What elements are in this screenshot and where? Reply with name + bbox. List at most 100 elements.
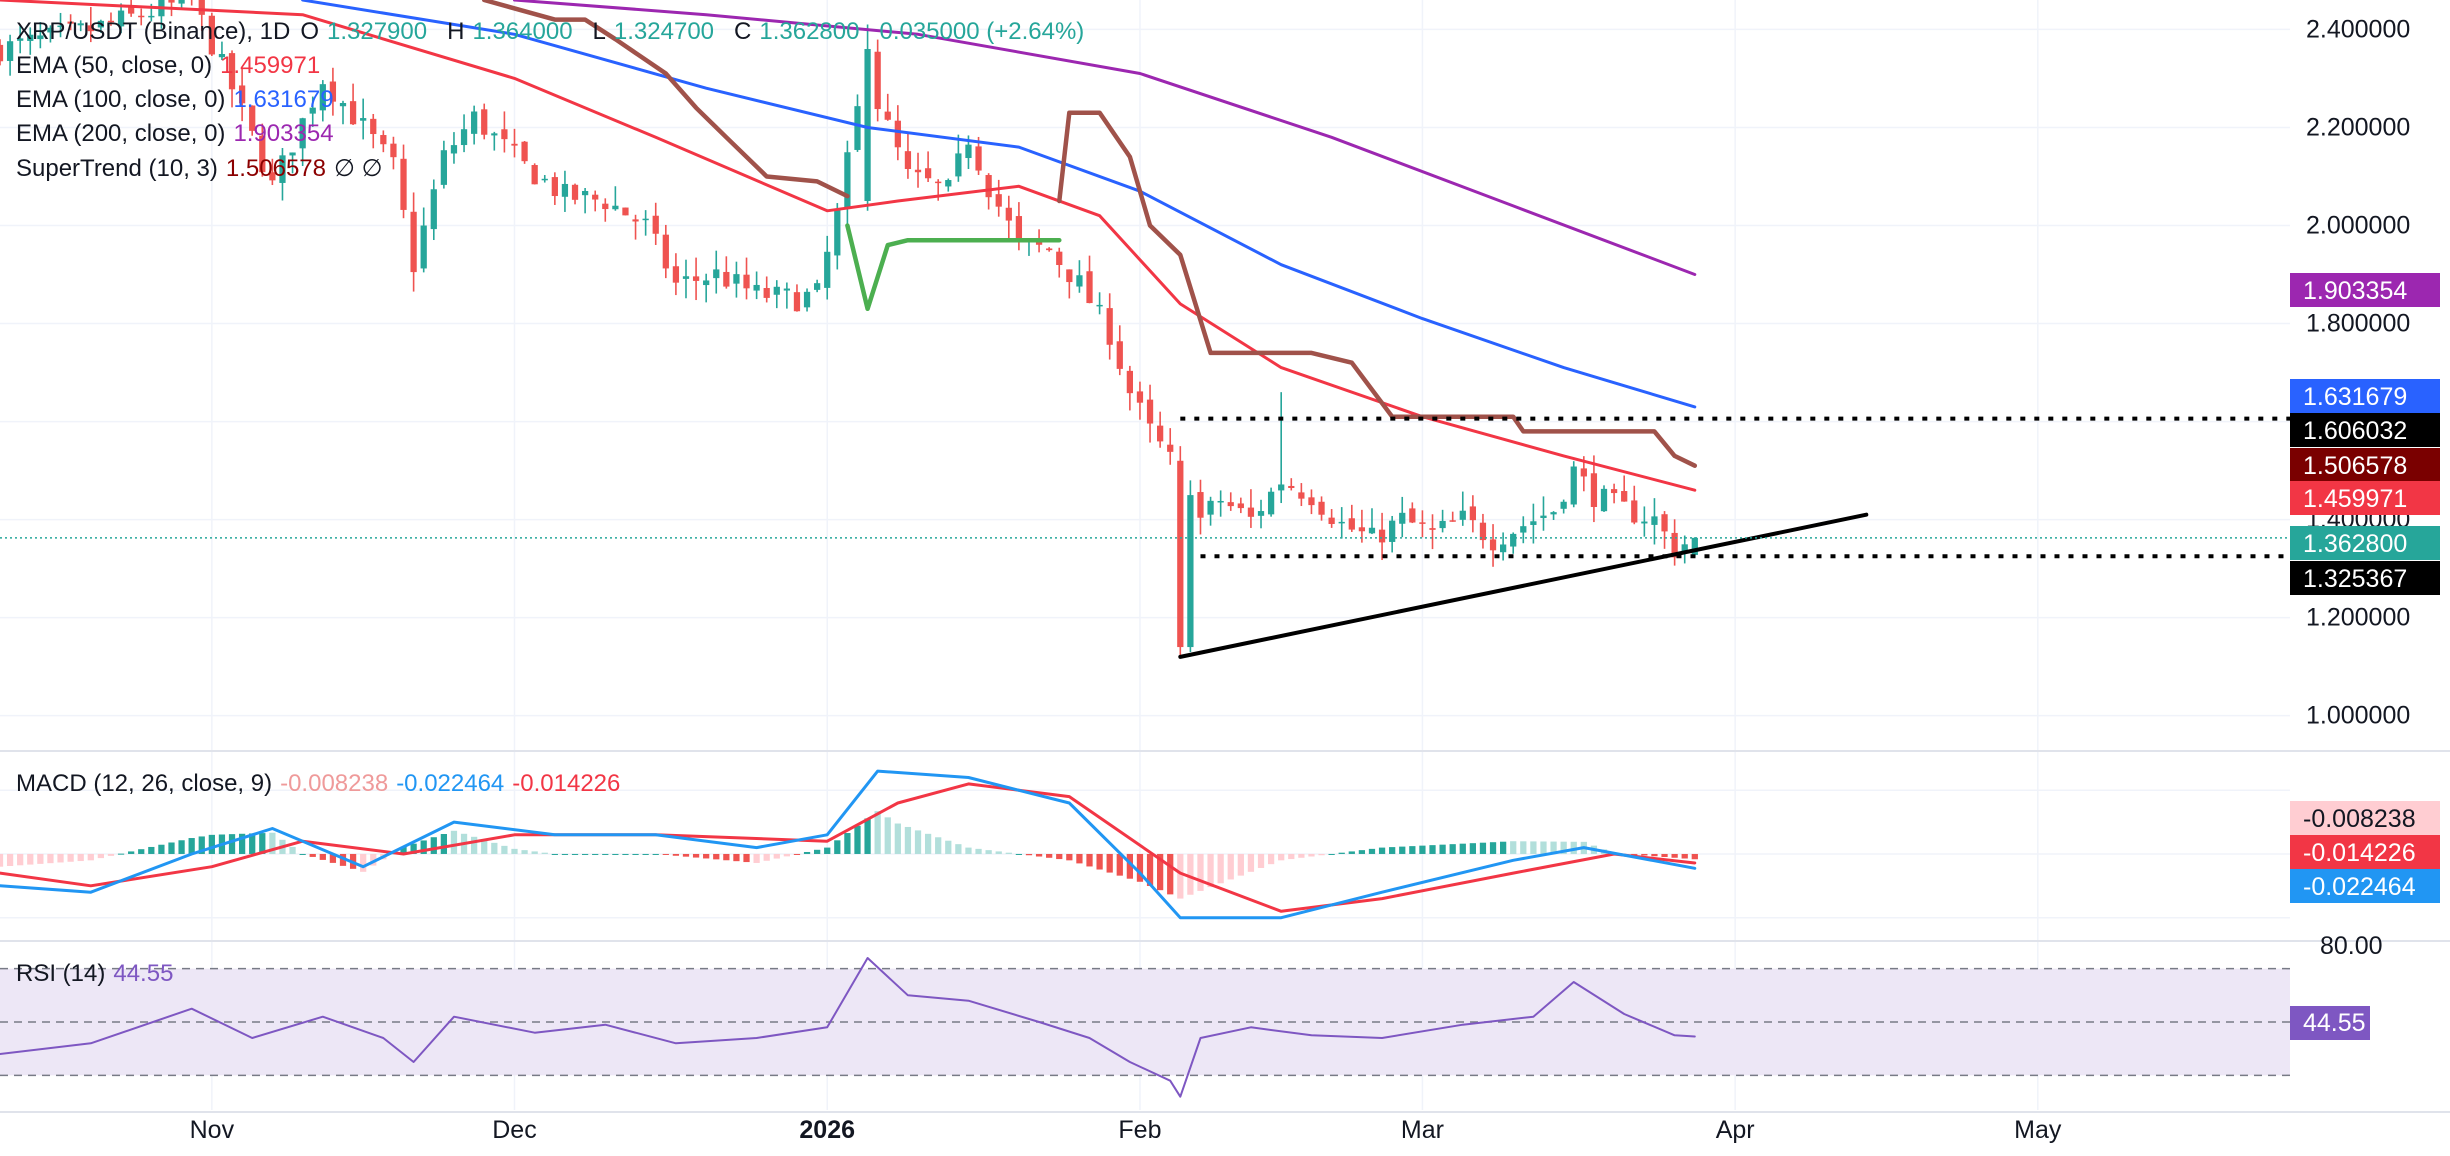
macd-histogram-bar: [188, 838, 195, 854]
macd-histogram-bar: [107, 853, 115, 856]
candle-body: [1469, 506, 1476, 521]
candle-body: [370, 118, 377, 135]
candle-body: [178, 0, 185, 4]
candle-body: [400, 158, 407, 210]
macd-histogram-bar: [763, 853, 770, 861]
macd-histogram-bar: [884, 817, 891, 854]
candle-body: [0, 44, 4, 62]
candle-body: [491, 133, 498, 136]
macd-histogram-bar: [1298, 853, 1305, 858]
candle-body: [17, 38, 24, 41]
macd-histogram-bar: [1691, 853, 1698, 860]
macd-histogram-bar: [652, 853, 659, 855]
candle-body: [97, 20, 105, 28]
macd-legend[interactable]: MACD (12, 26, close, 9) -0.008238 -0.02246…: [16, 770, 628, 798]
price-label-level2: [2290, 561, 2440, 595]
macd-histogram-bar: [319, 853, 326, 860]
macd-histogram-bar: [864, 818, 871, 854]
macd-histogram-bar: [1177, 853, 1184, 899]
ema50-legend[interactable]: EMA (50, close, 0) 1.459971: [16, 52, 328, 80]
macd-signal-value: -0.014226: [512, 770, 621, 797]
macd-histogram-bar: [228, 834, 236, 854]
macd-histogram-bar: [47, 853, 54, 864]
supertrend-legend[interactable]: SuperTrend (10, 3) 1.506578 ∅ ∅: [16, 154, 390, 183]
macd-histogram-bar: [27, 853, 34, 865]
ema200-label: EMA (200, close, 0): [16, 120, 226, 147]
price-label-text: 1.506578: [2303, 452, 2407, 480]
macd-histogram-bar: [269, 832, 276, 854]
candle-body: [1086, 271, 1093, 304]
rsi-value-label-text: 44.55: [2303, 1009, 2366, 1037]
candle-body: [1621, 491, 1628, 502]
candle-body: [531, 165, 538, 185]
ema100-label: EMA (100, close, 0): [16, 86, 226, 113]
candle-body: [924, 168, 932, 179]
macd-histogram-bar: [773, 853, 780, 859]
macd-line: [0, 769, 1697, 920]
candle-body: [128, 6, 135, 14]
candle-body: [884, 111, 891, 120]
candle-body: [1187, 495, 1194, 648]
candle-body: [471, 111, 478, 134]
ohlc-o: O 1.327900: [300, 18, 428, 45]
candle-body: [57, 25, 64, 28]
candle-body: [218, 54, 226, 58]
time-axis-label: Apr: [1716, 1116, 1755, 1144]
macd-histogram-bar: [1681, 853, 1688, 859]
rsi-legend[interactable]: RSI (14) 44.55: [16, 960, 181, 988]
ema200-legend[interactable]: EMA (200, close, 0) 1.903354: [16, 120, 342, 148]
candle-body: [1197, 492, 1204, 518]
candle-body: [662, 234, 669, 269]
macd-histogram-bar: [158, 844, 165, 854]
candle-body: [834, 209, 841, 256]
macd-histogram-bar: [259, 833, 266, 854]
macd-histogram-bar: [1520, 841, 1527, 854]
candle-body: [854, 106, 861, 150]
macd-histogram-bar: [622, 853, 629, 855]
macd-hist-value: -0.008238: [280, 770, 389, 797]
candle-body: [783, 288, 790, 291]
candle-body: [380, 135, 387, 145]
candle-body: [541, 178, 548, 181]
candles: [0, 0, 1698, 657]
candle-body: [874, 51, 881, 110]
macd-histogram-bar: [511, 848, 518, 854]
price-label-supertrend: [2290, 448, 2440, 482]
candle-body: [581, 190, 589, 196]
candle-body: [1439, 520, 1446, 529]
price-label-ema200: [2290, 273, 2440, 307]
macd-histogram-bar: [148, 846, 155, 854]
price-tick-label: 1.000000: [2306, 702, 2410, 730]
macd-histogram-bar: [1025, 853, 1033, 856]
macd-histogram-bar: [1066, 853, 1073, 861]
candle-body: [87, 25, 94, 32]
macd-label-signal: [2290, 835, 2440, 869]
macd-histogram-bar: [924, 833, 932, 854]
candle-body: [1661, 514, 1668, 532]
candle-body: [269, 172, 276, 181]
candle-body: [713, 269, 720, 279]
ohlc-h: H 1.364000: [447, 18, 573, 45]
macd-histogram-bar: [985, 850, 992, 854]
candle-body: [168, 0, 175, 3]
candle-body: [319, 84, 326, 111]
candle-body: [249, 105, 256, 131]
ema100-line: [301, 0, 1697, 409]
macd-histogram-bar: [783, 853, 790, 857]
macd-histogram-bar: [117, 853, 125, 855]
symbol-label[interactable]: XRP/USDT (Binance), 1D: [16, 18, 291, 45]
candle-body: [390, 143, 397, 158]
macd-histogram-bar: [400, 846, 407, 854]
supertrend-up-line: [845, 223, 1062, 312]
macd-histogram-bar: [77, 853, 84, 862]
macd-histogram-bar: [1167, 853, 1174, 895]
macd-histogram-bar: [1005, 852, 1012, 854]
macd-histogram-bar: [1086, 853, 1093, 867]
ema100-legend[interactable]: EMA (100, close, 0) 1.631679: [16, 86, 342, 114]
macd-histogram-bar: [6, 853, 14, 867]
supertrend-label: SuperTrend (10, 3): [16, 155, 218, 182]
candle-body: [1600, 488, 1608, 512]
time-axis-label: Dec: [492, 1116, 536, 1144]
